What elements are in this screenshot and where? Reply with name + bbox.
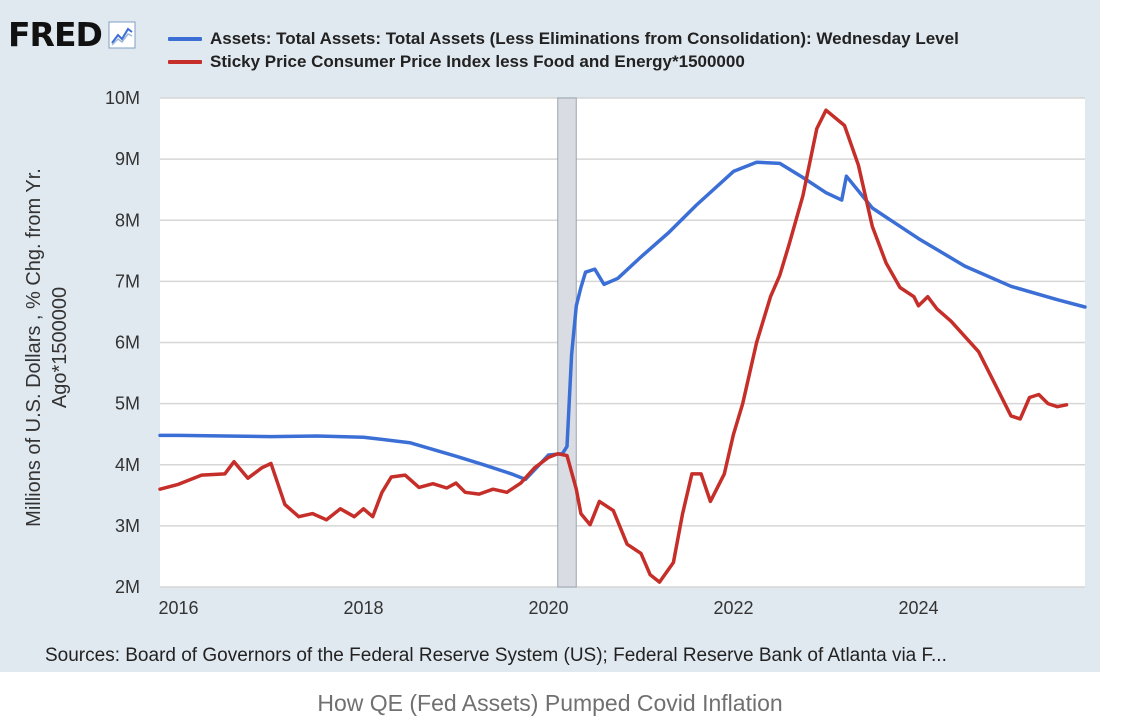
figure-caption: How QE (Fed Assets) Pumped Covid Inflati… <box>317 690 783 716</box>
y-tick-label: 6M <box>115 333 140 353</box>
y-tick-label: 9M <box>115 149 140 169</box>
legend-label-cpi: Sticky Price Consumer Price Index less F… <box>210 51 745 71</box>
fred-logo[interactable]: FRED <box>8 18 136 51</box>
y-tick-label: 2M <box>115 577 140 597</box>
x-tick-label: 2016 <box>158 598 198 618</box>
legend-label-assets: Assets: Total Assets: Total Assets (Less… <box>210 28 959 48</box>
x-tick-label: 2018 <box>343 598 383 618</box>
y-tick-label: 4M <box>115 455 140 475</box>
y-tick-label: 5M <box>115 394 140 414</box>
x-tick-label: 2020 <box>528 598 568 618</box>
chart-legend: Assets: Total Assets: Total Assets (Less… <box>168 27 959 73</box>
logo-text: FRED <box>8 15 103 54</box>
y-tick-label: 3M <box>115 516 140 536</box>
legend-item-assets[interactable]: Assets: Total Assets: Total Assets (Less… <box>168 27 959 50</box>
y-tick-label: 10M <box>105 88 140 108</box>
source-note: Sources: Board of Governors of the Feder… <box>45 645 947 666</box>
recession-band <box>557 97 577 588</box>
y-axis-label: Millions of U.S. Dollars , % Chg. from Y… <box>23 168 45 527</box>
y-tick-label: 8M <box>115 210 140 230</box>
x-tick-label: 2022 <box>713 598 753 618</box>
chart-frame: FRED Assets: Total Assets: Total Assets … <box>0 0 1100 672</box>
x-tick-label: 2024 <box>898 598 938 618</box>
y-tick-label: 7M <box>115 271 140 291</box>
series-line-cpi[interactable] <box>158 108 1069 584</box>
series-line-assets[interactable] <box>158 160 1087 482</box>
legend-item-cpi[interactable]: Sticky Price Consumer Price Index less F… <box>168 50 959 73</box>
y-axis-label: Ago*1500000 <box>49 287 71 408</box>
legend-swatch-assets <box>168 36 202 41</box>
legend-swatch-cpi <box>168 59 202 64</box>
line-chart-icon <box>108 21 136 48</box>
